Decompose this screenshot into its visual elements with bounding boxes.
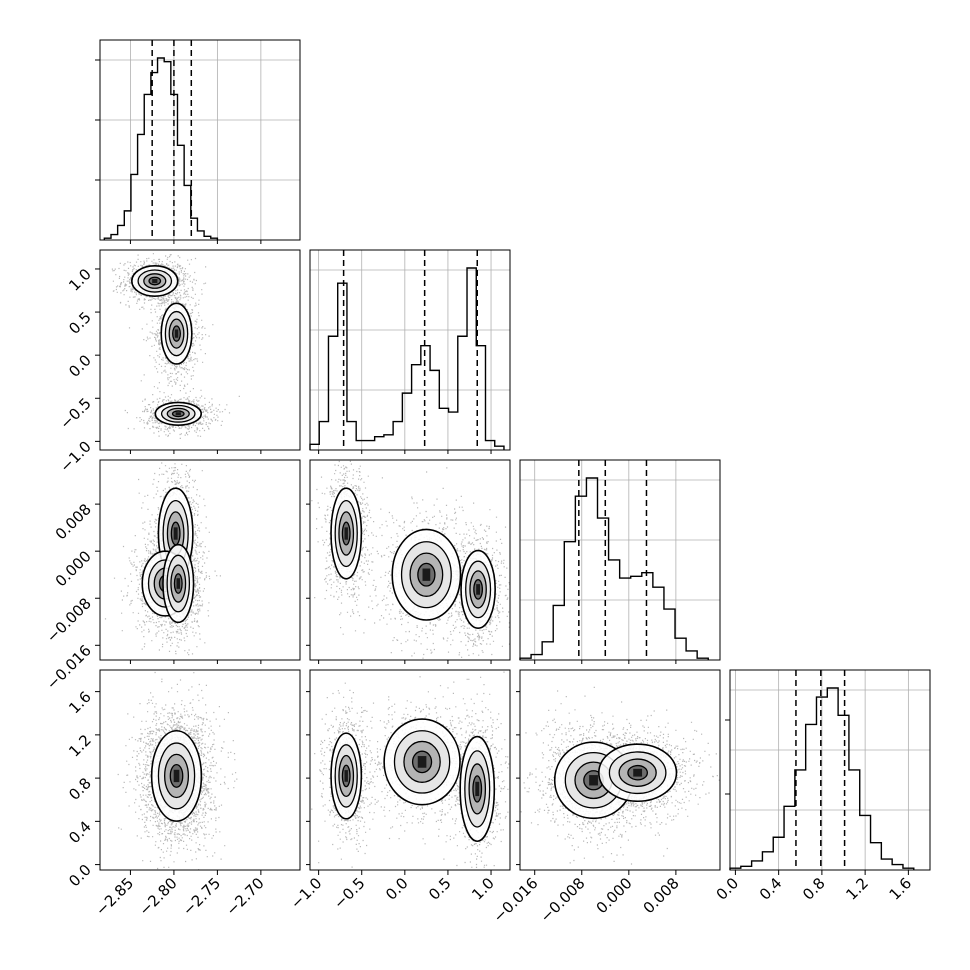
panel-frame (309, 459, 511, 661)
density-peak-0 (173, 769, 180, 783)
density-peak-2 (175, 412, 181, 416)
density-peak-0 (344, 770, 348, 782)
scatter-panel-2-3 (519, 669, 721, 871)
x-tick-label-2-0: −0.016 (490, 874, 542, 926)
y-tick-label-3-2: 0.8 (65, 774, 95, 804)
x-tick-label-0-1: −2.80 (136, 874, 181, 919)
x-tick-label-3-4: 1.6 (886, 874, 916, 904)
histogram-panel-2 (519, 459, 721, 661)
y-tick-label-3-1: 1.2 (65, 731, 95, 761)
y-tick-label-3-3: 0.4 (65, 817, 95, 847)
x-tick-label-1-1: −0.5 (330, 874, 368, 912)
histogram-step (729, 687, 915, 870)
panel-content (311, 671, 510, 870)
y-tick-label-2-1: 0.000 (52, 547, 95, 590)
x-tick-label-3-2: 0.8 (799, 874, 829, 904)
histogram-panel-0 (95, 39, 301, 241)
x-tick-label-3-1: 0.4 (756, 874, 786, 904)
panel-frame (99, 39, 301, 241)
density-peak-0 (344, 527, 348, 540)
density-peak-0 (152, 278, 158, 284)
y-tick-label-1-3: −0.5 (56, 394, 94, 432)
x-tick-label-2-1: −0.008 (537, 874, 589, 926)
histogram-step (309, 267, 505, 450)
density-peak-2 (476, 584, 481, 595)
x-tick-label-1-0: −1.0 (287, 874, 325, 912)
scatter-panel-1-2 (309, 459, 511, 661)
x-tick-label-0-3: −2.70 (222, 874, 267, 919)
histogram-step (519, 477, 709, 660)
panel-content (104, 460, 221, 660)
scatter-points (311, 671, 510, 870)
density-peak-1 (422, 568, 431, 581)
panel-content (117, 671, 238, 870)
density-peak-2 (176, 578, 180, 589)
x-tick-label-1-4: 1.0 (468, 874, 498, 904)
histogram-panel-1 (309, 249, 511, 451)
panel-frame (99, 669, 301, 871)
y-tick-label-1-4: −1.0 (56, 437, 94, 475)
y-tick-label-1-2: 0.0 (65, 351, 95, 381)
y-tick-label-3-4: 0.0 (65, 861, 95, 891)
panel-frame (729, 669, 931, 871)
panel-frame (519, 669, 721, 871)
histogram-panel-3 (725, 669, 931, 871)
x-tick-label-3-3: 1.2 (842, 874, 872, 904)
x-tick-label-0-0: −2.85 (92, 874, 137, 919)
scatter-panel-1-3 (309, 669, 511, 871)
panel-content (520, 686, 720, 865)
density-peak-2 (475, 781, 480, 797)
density-peak-1 (174, 329, 179, 338)
panel-frame (519, 459, 721, 661)
y-tick-label-3-0: 1.6 (65, 688, 95, 718)
scatter-panel-0-2 (99, 459, 301, 661)
scatter-points (111, 253, 240, 439)
scatter-points (104, 460, 221, 660)
histogram-step (103, 57, 219, 240)
panel-frame (309, 669, 511, 871)
y-tick-label-1-1: 0.5 (65, 308, 95, 338)
x-tick-label-1-2: 0.0 (382, 874, 412, 904)
panel-frame (99, 459, 301, 661)
y-tick-label-2-3: −0.016 (43, 641, 95, 693)
density-peak-0 (173, 527, 178, 540)
panel-background (100, 460, 300, 660)
y-tick-label-1-0: 1.0 (65, 265, 95, 295)
panel-content (311, 460, 510, 659)
panel-background (730, 670, 930, 870)
scatter-panel-0-1 (99, 249, 301, 451)
density-peak-1 (417, 756, 427, 768)
x-tick-label-2-2: 0.000 (593, 874, 636, 917)
scatter-panel-0-3 (99, 669, 301, 871)
x-tick-label-3-0: 0.0 (713, 874, 743, 904)
density-peak-1 (633, 768, 643, 777)
panel-frame (99, 249, 301, 451)
y-tick-label-2-0: 0.008 (52, 500, 95, 543)
panel-background (100, 40, 300, 240)
density-peak-0 (589, 775, 598, 786)
x-tick-label-1-3: 0.5 (425, 874, 455, 904)
panel-frame (309, 249, 511, 451)
x-tick-label-0-2: −2.75 (179, 874, 224, 919)
x-tick-label-2-3: 0.008 (640, 874, 683, 917)
panel-content (111, 253, 240, 439)
y-tick-label-2-2: −0.008 (43, 594, 95, 646)
panel-background (310, 250, 510, 450)
